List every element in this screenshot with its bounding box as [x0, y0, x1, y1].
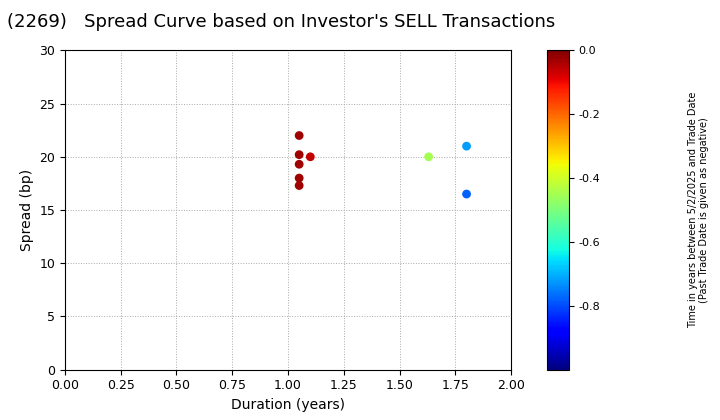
Point: [294, 175, 305, 181]
Text: (2269)   Spread Curve based on Investor's SELL Transactions: (2269) Spread Curve based on Investor's …: [7, 13, 555, 31]
Point: [294, 161, 305, 168]
Point: [294, 182, 305, 189]
Point: [305, 153, 316, 160]
Text: Time in years between 5/2/2025 and Trade Date
(Past Trade Date is given as negat: Time in years between 5/2/2025 and Trade…: [688, 92, 709, 328]
Point: [294, 132, 305, 139]
Point: [294, 151, 305, 158]
Point: [461, 191, 472, 197]
Point: [423, 153, 434, 160]
Point: [461, 143, 472, 150]
Y-axis label: Spread (bp): Spread (bp): [19, 169, 34, 251]
X-axis label: Duration (years): Duration (years): [231, 398, 345, 412]
